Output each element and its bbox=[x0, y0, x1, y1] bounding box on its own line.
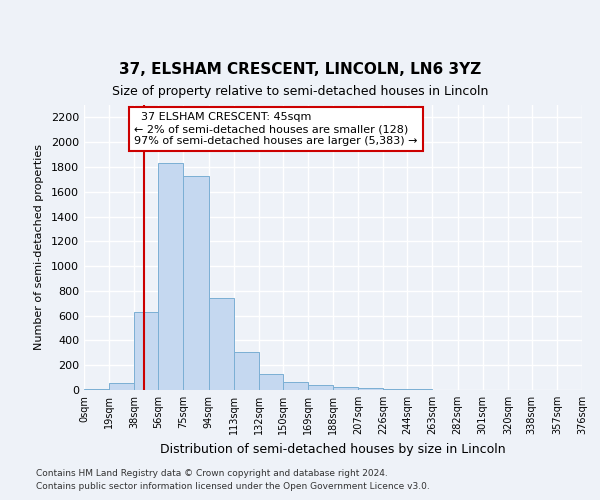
Text: 37 ELSHAM CRESCENT: 45sqm  
← 2% of semi-detached houses are smaller (128)
97% o: 37 ELSHAM CRESCENT: 45sqm ← 2% of semi-d… bbox=[134, 112, 418, 146]
Y-axis label: Number of semi-detached properties: Number of semi-detached properties bbox=[34, 144, 44, 350]
Bar bbox=[158, 163, 184, 390]
Bar bbox=[333, 387, 358, 390]
Bar bbox=[184, 176, 209, 390]
Bar bbox=[233, 352, 259, 390]
Bar bbox=[109, 383, 134, 390]
Bar bbox=[259, 374, 283, 390]
Bar bbox=[283, 382, 308, 390]
Bar bbox=[84, 389, 109, 390]
Bar bbox=[308, 385, 333, 390]
Bar bbox=[358, 388, 383, 390]
Text: Contains public sector information licensed under the Open Government Licence v3: Contains public sector information licen… bbox=[36, 482, 430, 491]
Text: 37, ELSHAM CRESCENT, LINCOLN, LN6 3YZ: 37, ELSHAM CRESCENT, LINCOLN, LN6 3YZ bbox=[119, 62, 481, 78]
Text: Contains HM Land Registry data © Crown copyright and database right 2024.: Contains HM Land Registry data © Crown c… bbox=[36, 468, 388, 477]
Bar bbox=[209, 298, 233, 390]
Bar bbox=[134, 312, 158, 390]
Bar bbox=[383, 389, 407, 390]
X-axis label: Distribution of semi-detached houses by size in Lincoln: Distribution of semi-detached houses by … bbox=[160, 442, 506, 456]
Text: Size of property relative to semi-detached houses in Lincoln: Size of property relative to semi-detach… bbox=[112, 84, 488, 98]
